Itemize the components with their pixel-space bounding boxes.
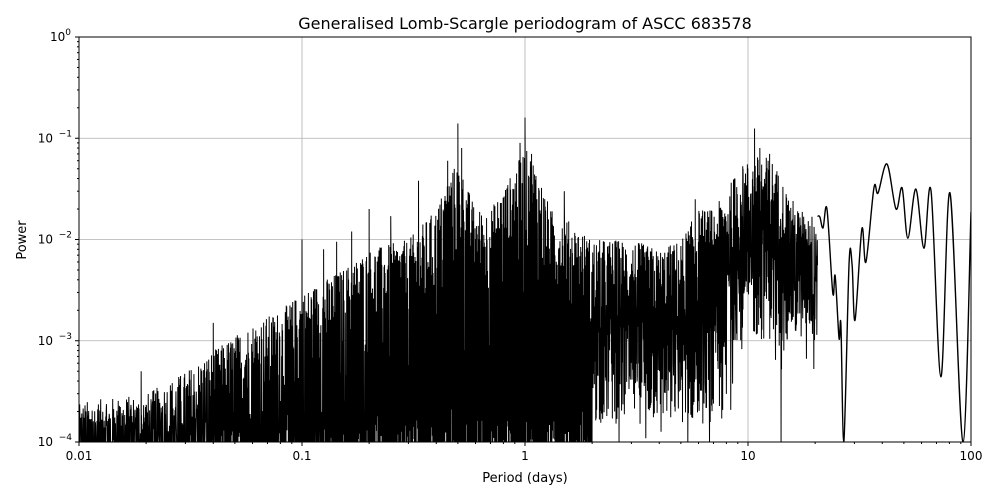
x-tick-label: 0.01 — [66, 449, 93, 463]
y-tick-label: 100 — [50, 28, 71, 44]
x-axis: 0.01 0.1 1 10 100 — [66, 442, 983, 463]
y-tick-label: 10 −1 — [38, 129, 72, 145]
y-axis: 10−4 10−3 10−2 10 −1 100 — [38, 28, 79, 449]
y-tick-label: 10 −3 — [38, 332, 72, 348]
x-tick-label: 10 — [740, 449, 755, 463]
x-axis-label: Period (days) — [482, 471, 568, 486]
periodogram-smooth-line — [817, 163, 971, 442]
y-tick-label: 10 −4 — [38, 433, 73, 449]
y-axis-label: Power — [15, 220, 30, 260]
y-tick-label: 10 −2 — [38, 231, 72, 247]
x-tick-label: 100 — [960, 449, 983, 463]
periodogram-dense-line — [79, 117, 819, 442]
x-tick-label: 1 — [521, 449, 529, 463]
x-tick-label: 0.1 — [292, 449, 311, 463]
chart-title: Generalised Lomb-Scargle periodogram of … — [298, 14, 752, 33]
